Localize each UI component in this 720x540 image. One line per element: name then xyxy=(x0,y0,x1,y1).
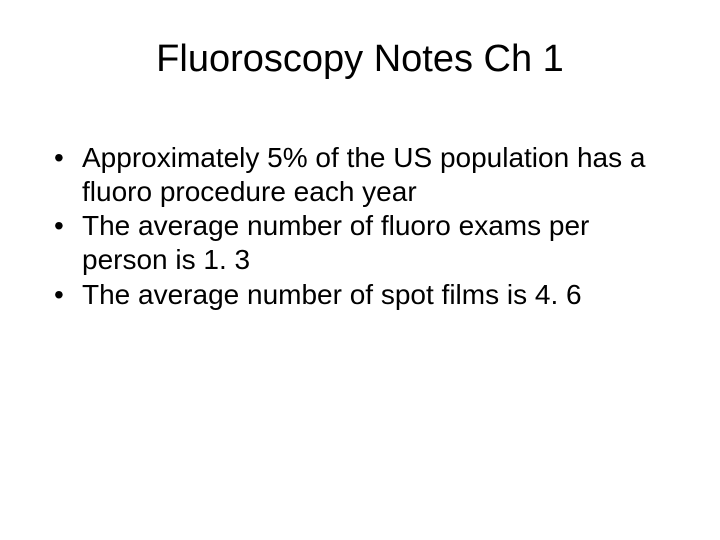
list-item: The average number of fluoro exams per p… xyxy=(50,209,670,277)
bullet-list: Approximately 5% of the US population ha… xyxy=(30,141,690,312)
list-item: Approximately 5% of the US population ha… xyxy=(50,141,670,209)
slide-title: Fluoroscopy Notes Ch 1 xyxy=(30,38,690,81)
list-item: The average number of spot films is 4. 6 xyxy=(50,278,670,312)
slide: Fluoroscopy Notes Ch 1 Approximately 5% … xyxy=(0,0,720,540)
